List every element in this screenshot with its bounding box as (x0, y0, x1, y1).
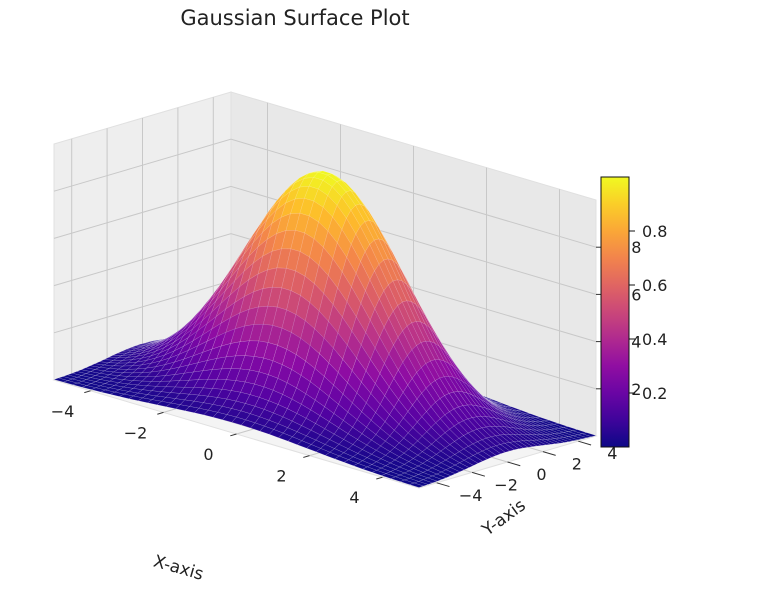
colorbar-tick-label: 0.6 (642, 276, 667, 295)
x-tick-mark (157, 411, 164, 415)
y-tick-label: −2 (494, 475, 518, 494)
y-axis-label: Y-axis (478, 496, 530, 541)
y-tick-mark (507, 461, 521, 467)
y-tick-mark (471, 471, 486, 477)
surface-patch (531, 439, 547, 446)
surface-mesh (53, 170, 597, 488)
surface-patch (508, 441, 525, 450)
surface-patch (486, 447, 502, 456)
x-tick-label: 0 (203, 445, 213, 464)
surface-patch (436, 471, 452, 478)
x-tick-mark (84, 390, 91, 394)
gridline-z (53, 185, 597, 295)
y-tick-label: −4 (459, 486, 483, 505)
x-tick-label: 4 (349, 488, 359, 507)
y-tick-label: 4 (607, 444, 617, 463)
gridline-z (53, 138, 597, 248)
chart-title: Gaussian Surface Plot (180, 6, 410, 30)
x-tick-label: 2 (276, 467, 286, 486)
y-tick-label: 2 (572, 455, 582, 474)
colorbar-tick-label: 0.2 (642, 384, 667, 403)
surface-patch (535, 439, 552, 446)
y-tick-mark (542, 451, 556, 456)
surface-patch (427, 475, 443, 482)
surface-patch (499, 443, 515, 452)
surface-patch (567, 435, 584, 441)
surface-patch (562, 436, 579, 442)
x-axis-label: X-axis (151, 552, 206, 585)
surface-patch (558, 437, 575, 442)
surface-patch (445, 467, 461, 475)
x-tick-mark (303, 455, 310, 458)
colorbar-tick-label: 0.8 (642, 222, 667, 241)
x-tick-mark (230, 433, 237, 437)
surface-patch (408, 482, 425, 488)
colorbar-gradient (600, 176, 630, 448)
x-tick-label: −4 (51, 402, 75, 421)
gridline-z (53, 233, 597, 343)
y-tick-label: 0 (536, 465, 546, 484)
colorbar: 0.2 0.4 0.6 0.8 (600, 176, 667, 448)
colorbar-tick-label: 0.4 (642, 330, 667, 349)
y-tick-mark (578, 440, 592, 446)
y-tick-mark (436, 482, 450, 488)
x-tick-mark (376, 476, 383, 480)
x-tick-label: −2 (124, 423, 148, 442)
